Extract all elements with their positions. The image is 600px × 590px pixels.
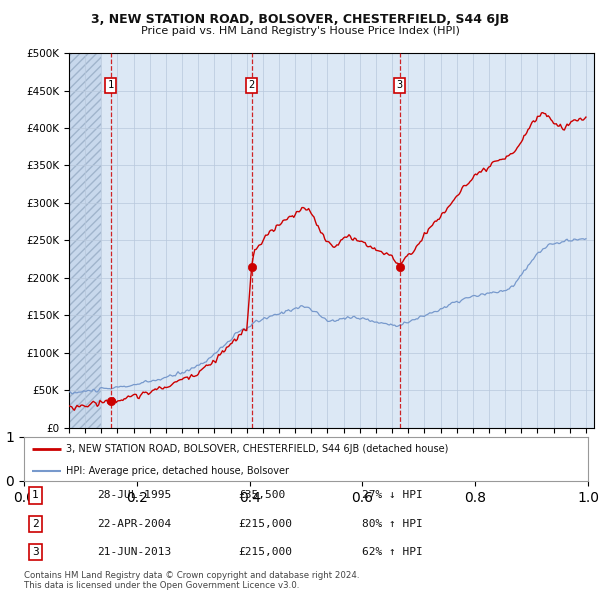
Text: £215,000: £215,000 (238, 519, 292, 529)
Text: 3, NEW STATION ROAD, BOLSOVER, CHESTERFIELD, S44 6JB: 3, NEW STATION ROAD, BOLSOVER, CHESTERFI… (91, 13, 509, 26)
Text: HPI: Average price, detached house, Bolsover: HPI: Average price, detached house, Bols… (66, 466, 289, 476)
Text: 80% ↑ HPI: 80% ↑ HPI (362, 519, 423, 529)
Text: 2: 2 (32, 519, 38, 529)
Text: 28-JUL-1995: 28-JUL-1995 (97, 490, 172, 500)
Text: 1: 1 (32, 490, 38, 500)
Text: 27% ↓ HPI: 27% ↓ HPI (362, 490, 423, 500)
Text: £35,500: £35,500 (238, 490, 286, 500)
Text: 2: 2 (248, 80, 255, 90)
Text: Contains HM Land Registry data © Crown copyright and database right 2024.: Contains HM Land Registry data © Crown c… (24, 571, 359, 580)
Text: 3: 3 (397, 80, 403, 90)
Text: 62% ↑ HPI: 62% ↑ HPI (362, 547, 423, 557)
Text: Price paid vs. HM Land Registry's House Price Index (HPI): Price paid vs. HM Land Registry's House … (140, 26, 460, 36)
Text: This data is licensed under the Open Government Licence v3.0.: This data is licensed under the Open Gov… (24, 581, 299, 589)
Text: 3: 3 (32, 547, 38, 557)
Text: 21-JUN-2013: 21-JUN-2013 (97, 547, 172, 557)
Text: 3, NEW STATION ROAD, BOLSOVER, CHESTERFIELD, S44 6JB (detached house): 3, NEW STATION ROAD, BOLSOVER, CHESTERFI… (66, 444, 449, 454)
Text: 22-APR-2004: 22-APR-2004 (97, 519, 172, 529)
Text: £215,000: £215,000 (238, 547, 292, 557)
Text: 1: 1 (107, 80, 113, 90)
